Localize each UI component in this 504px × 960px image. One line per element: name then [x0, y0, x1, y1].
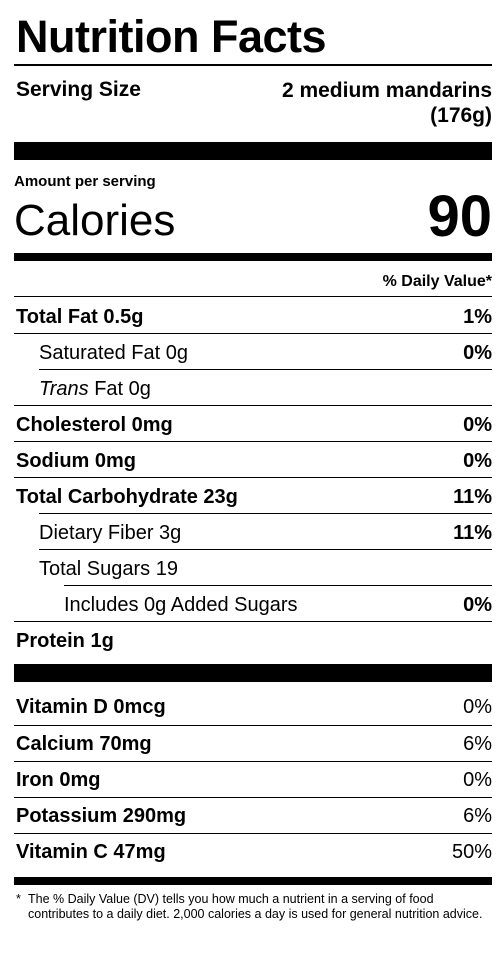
- row-separator: [14, 725, 492, 726]
- serving-size-value: 2 medium mandarins (176g): [192, 78, 492, 128]
- nutrient-name: Includes 0g Added Sugars: [64, 594, 298, 616]
- nutrient-dv: 0%: [463, 594, 492, 616]
- nutrient-name: Sodium 0mg: [16, 450, 137, 472]
- title-divider: [14, 64, 492, 66]
- vitamin-name: Potassium 290mg: [16, 805, 187, 827]
- vitamin-dv: 6%: [463, 805, 492, 827]
- row-separator: [14, 797, 492, 798]
- vitamin-row-vitamin-c: Vitamin C 47mg 50%: [14, 834, 492, 870]
- calories-value: 90: [427, 184, 492, 249]
- nutrient-row-saturated-fat: Saturated Fat 0g 0%: [14, 335, 492, 371]
- nutrient-dv: 0%: [463, 342, 492, 364]
- nutrient-dv: 1%: [463, 306, 492, 328]
- nutrient-name: Cholesterol 0mg: [16, 414, 173, 436]
- row-separator: [39, 513, 492, 514]
- nutrient-name: Protein 1g: [16, 630, 114, 652]
- thick-divider-top: [14, 142, 492, 160]
- nutrient-name: Total Sugars 19: [39, 558, 178, 580]
- nutrient-row-total-fat: Total Fat 0.5g 1%: [14, 299, 492, 335]
- vitamin-dv: 6%: [463, 733, 492, 755]
- nutrient-row-protein: Protein 1g: [14, 623, 492, 659]
- amount-per-serving: Amount per serving: [14, 173, 156, 190]
- calories-divider: [14, 253, 492, 261]
- nutrient-dv: 0%: [463, 450, 492, 472]
- nutrient-row-cholesterol: Cholesterol 0mg 0%: [14, 407, 492, 443]
- nutrient-row-dietary-fiber: Dietary Fiber 3g 11%: [14, 515, 492, 551]
- nutrient-row-total-carbohydrate: Total Carbohydrate 23g 11%: [14, 479, 492, 515]
- nutrient-name: Saturated Fat 0g: [39, 342, 188, 364]
- footnote-divider: [14, 877, 492, 885]
- trans-fat-text: Fat 0g: [88, 378, 151, 400]
- row-separator: [14, 405, 492, 406]
- nutrient-name: Total Fat 0.5g: [16, 306, 144, 328]
- row-separator: [39, 369, 492, 370]
- trans-prefix: Trans: [39, 378, 89, 400]
- row-separator: [14, 833, 492, 834]
- label-title: Nutrition Facts: [16, 11, 327, 62]
- nutrient-name: Dietary Fiber 3g: [39, 522, 182, 544]
- vitamin-name: Vitamin C 47mg: [16, 841, 166, 863]
- daily-value-footnote: * The % Daily Value (DV) tells you how m…: [16, 892, 490, 922]
- nutrient-row-total-sugars: Total Sugars 19: [14, 551, 492, 587]
- row-separator: [14, 333, 492, 334]
- vitamin-row-calcium: Calcium 70mg 6%: [14, 726, 492, 762]
- footnote-text: The % Daily Value (DV) tells you how muc…: [28, 892, 483, 921]
- daily-value-header: % Daily Value*: [382, 273, 492, 290]
- vitamin-dv: 0%: [463, 696, 492, 718]
- nutrient-name: Total Carbohydrate 23g: [16, 486, 238, 508]
- footnote-asterisk: *: [16, 892, 21, 906]
- row-separator: [14, 621, 492, 622]
- row-separator: [14, 477, 492, 478]
- vitamin-row-potassium: Potassium 290mg 6%: [14, 798, 492, 834]
- nutrient-row-added-sugars: Includes 0g Added Sugars 0%: [14, 587, 492, 623]
- vitamin-name: Iron 0mg: [16, 769, 101, 791]
- serving-size-line1: 2 medium mandarins: [281, 79, 492, 102]
- vitamin-row-vitamin-d: Vitamin D 0mcg 0%: [14, 689, 492, 725]
- calories-label: Calories: [14, 196, 176, 245]
- nutrient-dv: 11%: [453, 522, 492, 544]
- nutrient-name: Trans Fat 0g: [39, 371, 151, 407]
- row-separator: [64, 585, 492, 586]
- nutrient-dv: 11%: [453, 486, 492, 508]
- vitamin-name: Calcium 70mg: [16, 733, 152, 755]
- nutrient-dv: 0%: [463, 414, 492, 436]
- row-separator: [39, 549, 492, 550]
- vitamin-dv: 0%: [463, 769, 492, 791]
- serving-size-label: Serving Size: [16, 78, 141, 101]
- row-separator: [14, 761, 492, 762]
- thick-divider-middle: [14, 664, 492, 682]
- vitamin-row-iron: Iron 0mg 0%: [14, 762, 492, 798]
- nutrient-row-trans-fat: Trans Fat 0g: [14, 371, 492, 407]
- serving-size-line2: (176g): [430, 104, 492, 127]
- row-separator: [14, 296, 492, 297]
- vitamin-name: Vitamin D 0mcg: [16, 696, 166, 718]
- vitamin-dv: 50%: [451, 841, 492, 863]
- nutrient-row-sodium: Sodium 0mg 0%: [14, 443, 492, 479]
- row-separator: [14, 441, 492, 442]
